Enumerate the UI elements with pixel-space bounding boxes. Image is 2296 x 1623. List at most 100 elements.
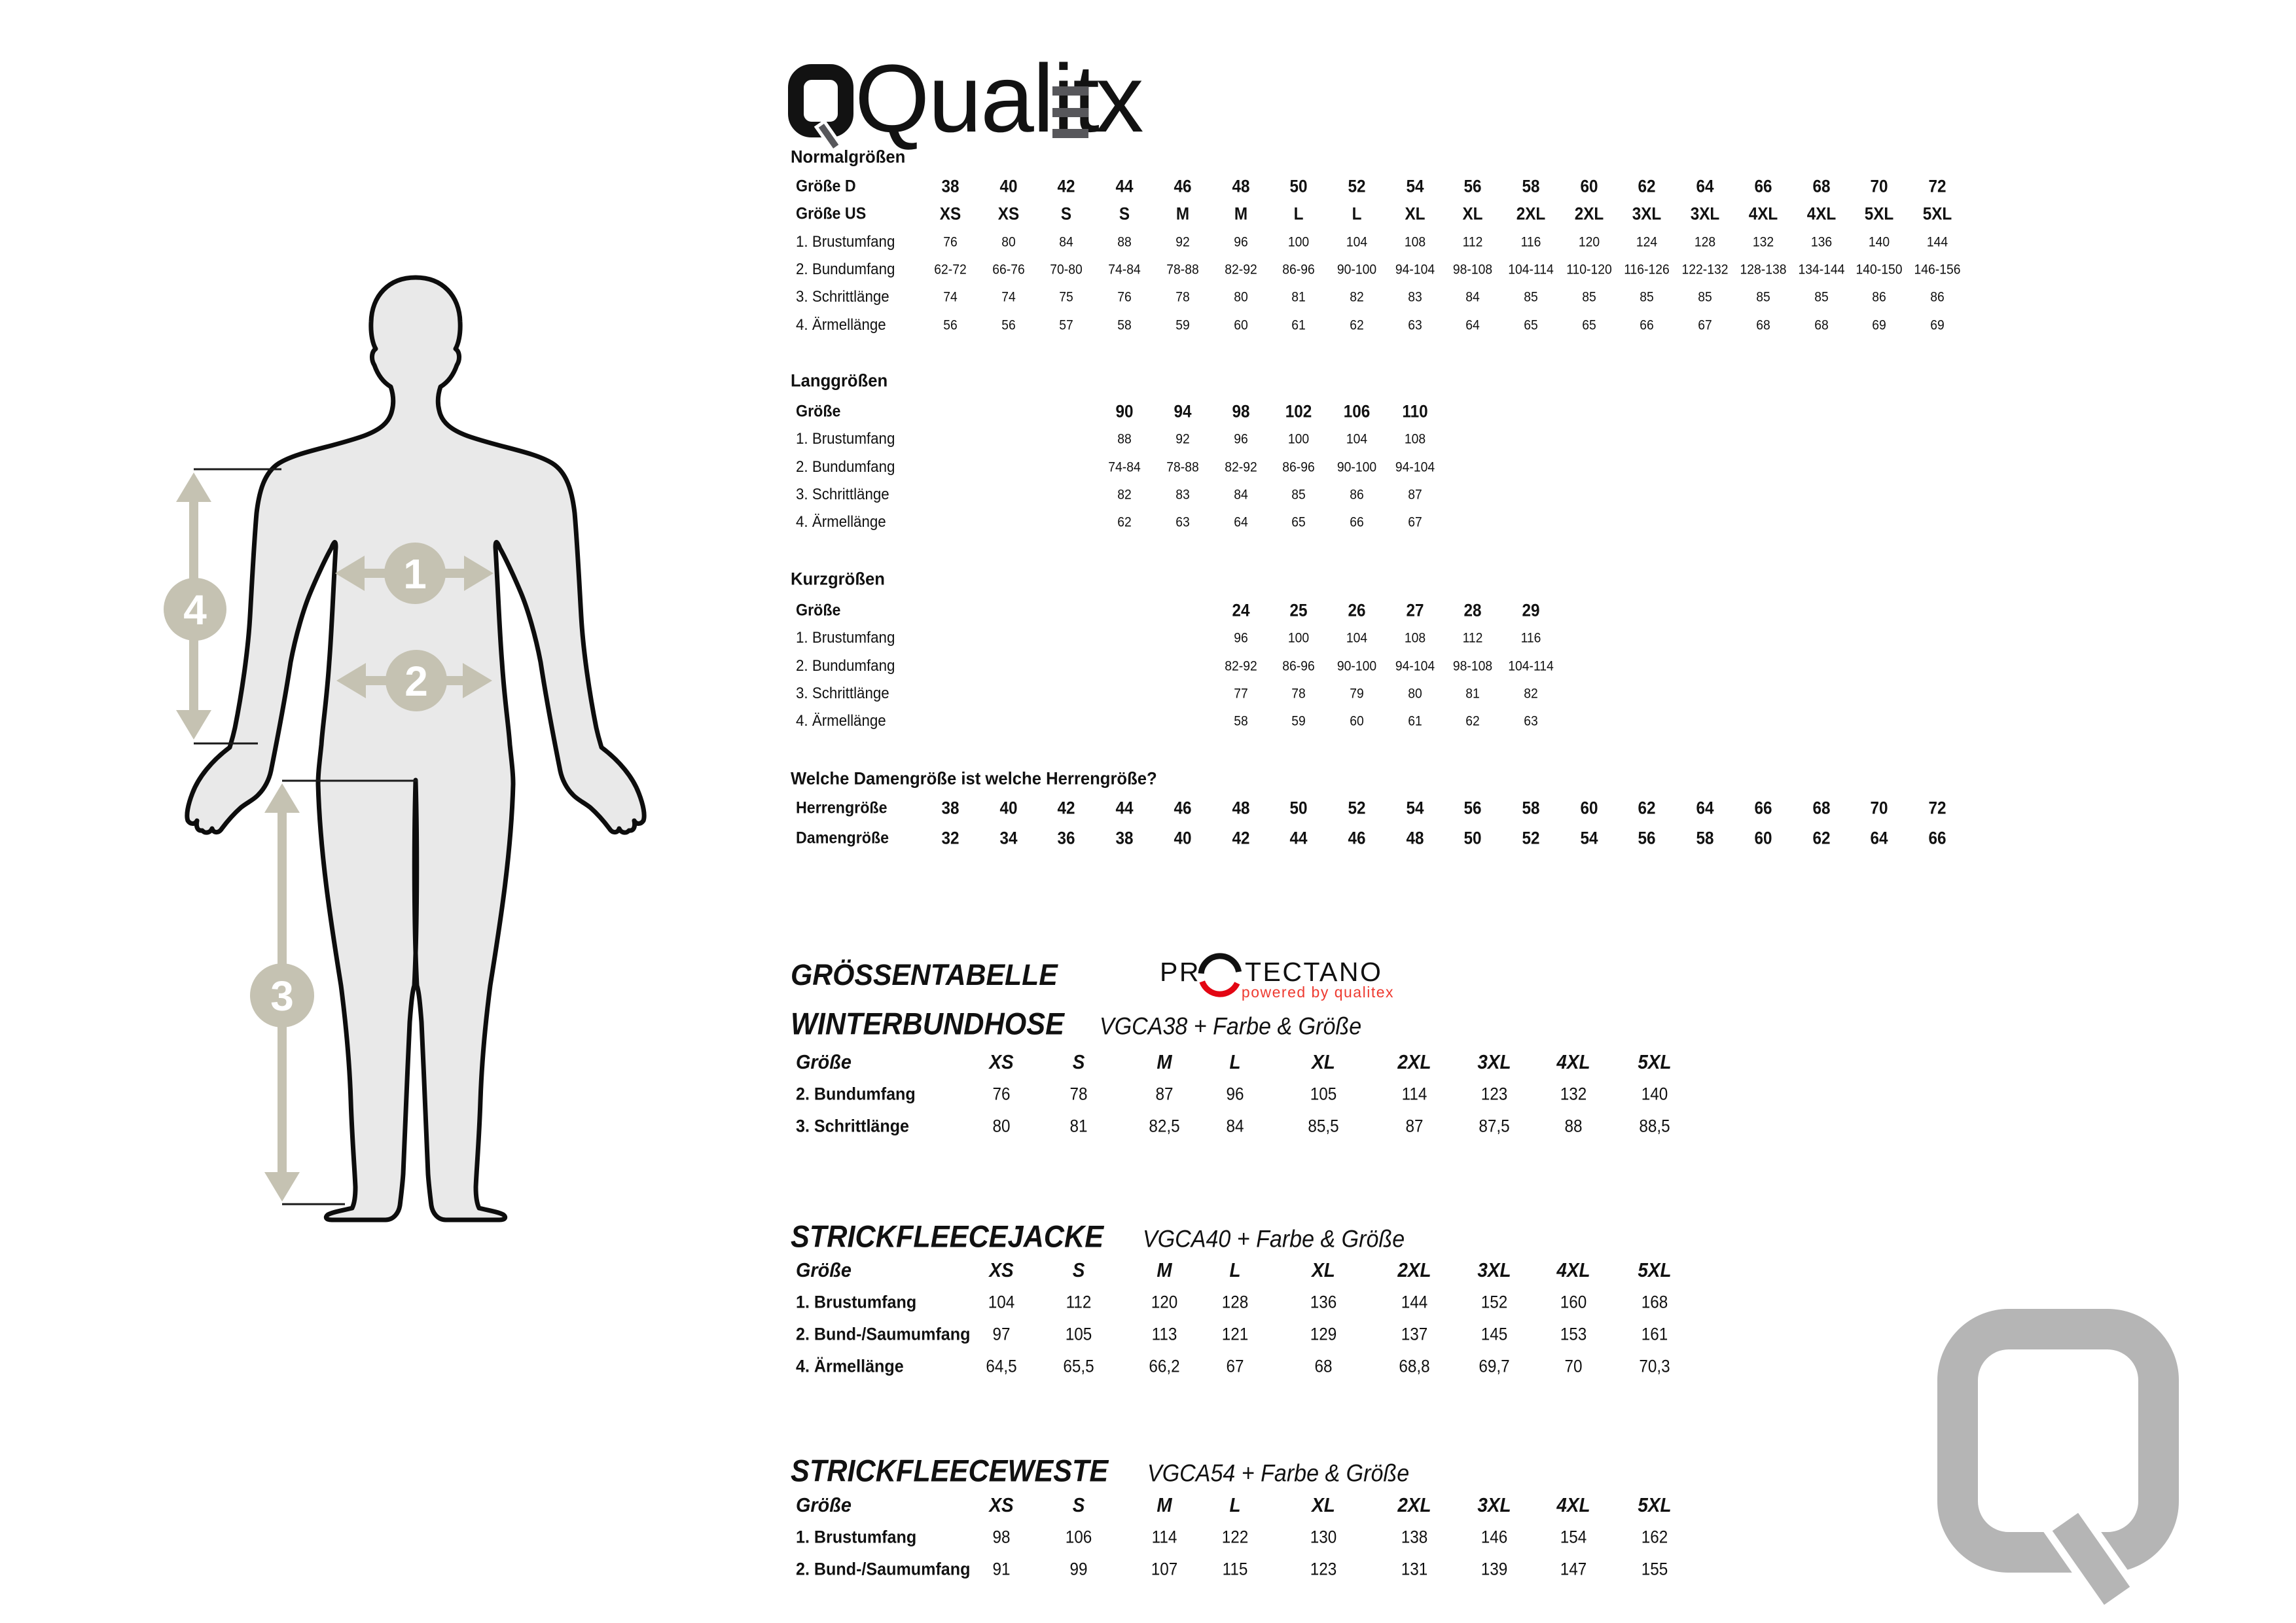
value-cell: 74	[1001, 289, 1016, 305]
protectano-logo: PR TECTANO powered by qualitex	[1160, 946, 1394, 1005]
value-cell: 87	[1155, 1084, 1174, 1104]
body-measurement-figure: 1 2 3 4	[164, 275, 647, 1222]
size-cell: L	[1229, 1258, 1241, 1281]
value-cell: 78	[1175, 289, 1190, 305]
size-row-label: Größe	[796, 1258, 852, 1281]
value-cell: 48	[1406, 828, 1424, 848]
value-cell: 108	[1404, 431, 1426, 447]
value-cell: 130	[1310, 1527, 1337, 1547]
qualitex-logo: Qualit x	[788, 51, 1194, 154]
value-cell: 26	[1348, 600, 1366, 620]
value-cell: 44	[1115, 176, 1134, 196]
value-cell: M	[1234, 204, 1247, 224]
value-cell: 52	[1522, 828, 1540, 848]
value-cell: 64	[1696, 176, 1714, 196]
value-cell: 76	[1117, 289, 1132, 305]
row-label: 4. Ärmellänge	[796, 712, 886, 730]
value-cell: 88	[1117, 431, 1132, 447]
value-cell: 99	[1069, 1559, 1088, 1579]
size-cell: 3XL	[1477, 1258, 1511, 1281]
row-label: 3. Schrittlänge	[796, 288, 889, 306]
value-cell: 113	[1151, 1324, 1177, 1344]
value-cell: 90	[1115, 401, 1134, 421]
value-cell: 85	[1524, 289, 1538, 305]
size-cell: 5XL	[1638, 1050, 1672, 1073]
value-cell: 82,5	[1149, 1116, 1180, 1136]
value-cell: 104	[1346, 630, 1368, 646]
value-cell: 24	[1231, 600, 1250, 620]
value-cell: 52	[1348, 176, 1366, 196]
value-cell: 84	[1226, 1116, 1244, 1136]
row-label: 3. Schrittlänge	[796, 684, 889, 702]
value-cell: 57	[1059, 317, 1074, 332]
value-cell: 66-76	[992, 261, 1025, 277]
value-cell: 56	[1001, 317, 1016, 332]
value-cell: 154	[1560, 1527, 1587, 1547]
value-cell: 138	[1401, 1527, 1428, 1547]
value-cell: 54	[1406, 176, 1424, 196]
value-cell: 140	[1869, 234, 1890, 250]
value-cell: 80	[1407, 685, 1422, 702]
logo-e-bar-icon	[1052, 129, 1088, 138]
row-label: 1. Brustumfang	[796, 629, 895, 647]
value-cell: 128	[1221, 1292, 1249, 1312]
row-label: 4. Ärmellänge	[796, 1356, 904, 1376]
value-cell: 97	[992, 1324, 1011, 1344]
row-label: 1. Brustumfang	[796, 430, 895, 448]
value-cell: 66	[1928, 828, 1946, 848]
value-cell: XL	[1405, 204, 1426, 224]
value-cell: 102	[1285, 401, 1312, 421]
value-cell: 58	[1522, 176, 1540, 196]
value-cell: 96	[1233, 431, 1248, 447]
value-cell: 88	[1564, 1116, 1583, 1136]
value-cell: L	[1352, 204, 1362, 224]
value-cell: 84	[1059, 234, 1074, 250]
value-cell: 60	[1754, 828, 1772, 848]
value-cell: 86-96	[1282, 261, 1315, 277]
value-cell: 168	[1641, 1292, 1668, 1312]
value-cell: 100	[1288, 431, 1310, 447]
measure-bracket-lines	[194, 468, 418, 1205]
value-cell: 87	[1405, 1116, 1424, 1136]
value-cell: 62	[1812, 828, 1831, 848]
value-cell: 86	[1930, 289, 1945, 305]
value-cell: 104-114	[1508, 658, 1554, 674]
value-cell: 78-88	[1166, 459, 1199, 475]
value-cell: 60	[1580, 798, 1598, 818]
value-cell: 134-144	[1797, 261, 1845, 277]
row-label: 2. Bund-/Saumumfang	[796, 1559, 971, 1579]
value-cell: 110-120	[1566, 261, 1612, 277]
value-cell: 70-80	[1050, 261, 1083, 277]
value-cell: XS	[997, 204, 1019, 224]
value-cell: 58	[1522, 798, 1540, 818]
row-label: 3. Schrittlänge	[796, 485, 889, 503]
value-cell: 38	[941, 798, 960, 818]
value-cell: 96	[1233, 234, 1248, 250]
marker-circle-4	[164, 578, 226, 641]
value-cell: 108	[1404, 234, 1426, 250]
value-cell: 91	[992, 1559, 1011, 1579]
value-cell: 94	[1174, 401, 1192, 421]
value-cell: 87	[1407, 486, 1422, 503]
value-cell: 66	[1754, 798, 1772, 818]
value-cell: 110	[1401, 401, 1428, 421]
row-label: 4. Ärmellänge	[796, 513, 886, 531]
value-cell: 69	[1872, 317, 1886, 332]
product-heading: STRICKFLEECEWESTE VGCA54 + Farbe & Größe	[791, 1452, 1432, 1488]
value-cell: 136	[1310, 1292, 1337, 1312]
size-cell: XS	[989, 1050, 1014, 1073]
value-cell: 85	[1640, 289, 1655, 305]
size-cell: S	[1072, 1050, 1085, 1073]
value-cell: 140-150	[1856, 261, 1903, 277]
value-cell: S	[1061, 204, 1072, 224]
value-cell: 69,7	[1479, 1356, 1510, 1376]
value-cell: 82-92	[1224, 261, 1257, 277]
value-cell: 137	[1401, 1324, 1428, 1344]
value-cell: 139	[1480, 1559, 1508, 1579]
value-cell: 70	[1870, 798, 1888, 818]
value-cell: 40	[999, 798, 1018, 818]
size-cell: 2XL	[1397, 1493, 1431, 1516]
value-cell: 64	[1870, 828, 1888, 848]
value-cell: 98	[992, 1527, 1011, 1547]
value-cell: S	[1119, 204, 1130, 224]
